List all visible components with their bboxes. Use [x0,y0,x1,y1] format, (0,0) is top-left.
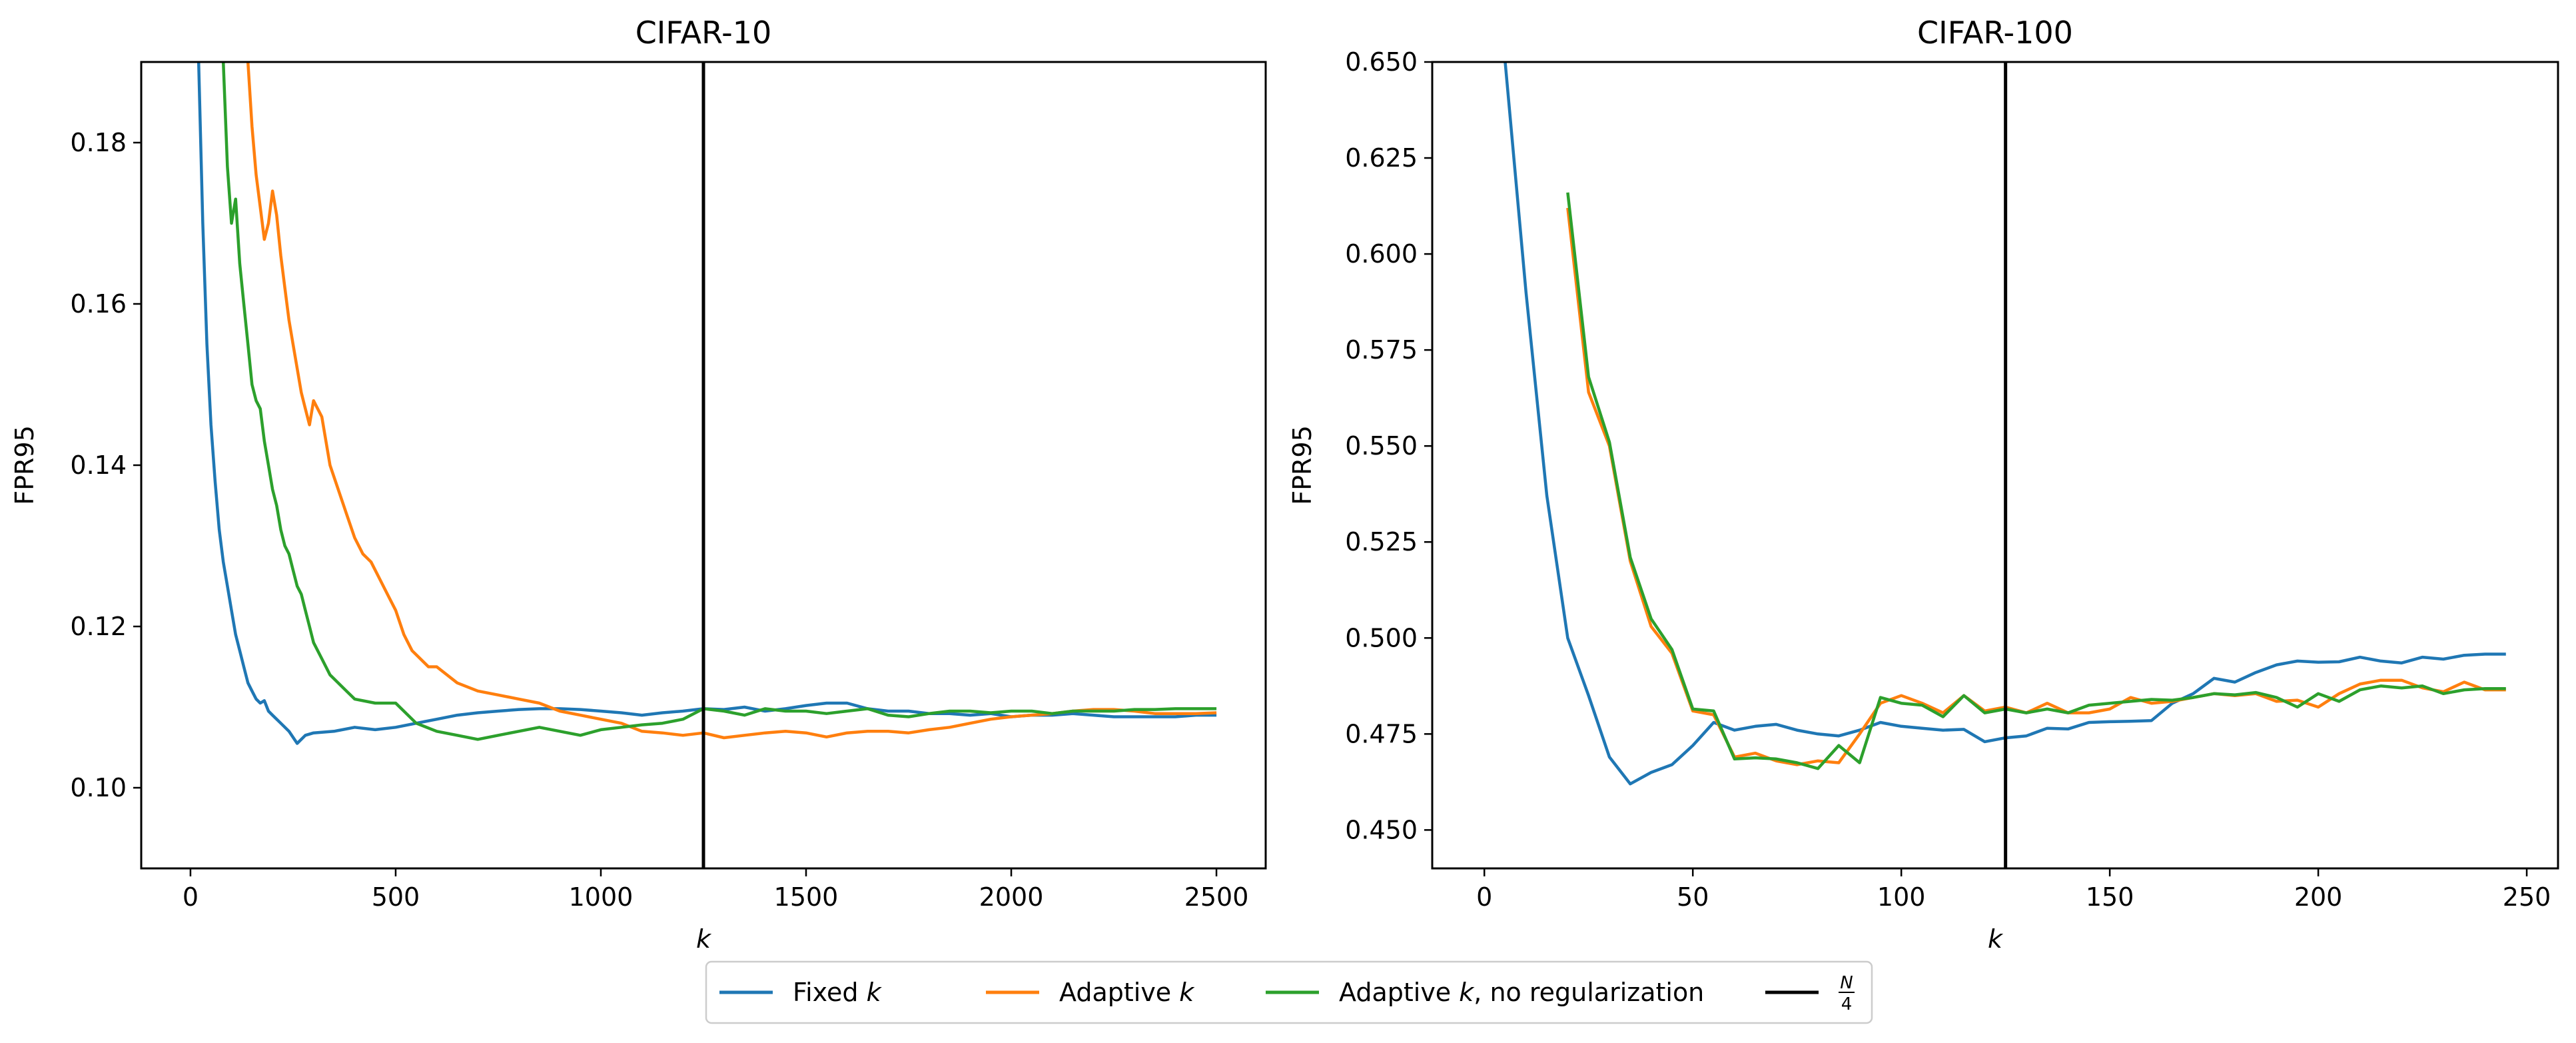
x-tick-label: 100 [1877,882,1926,912]
y-tick-label: 0.10 [70,773,127,802]
y-tick-label: 0.550 [1345,431,1418,461]
axes-title: CIFAR-10 [636,15,772,51]
x-tick-label: 200 [2294,882,2343,912]
x-axis-label: k [696,924,712,954]
x-tick-label: 500 [372,882,420,912]
cifar10-axes: 0 500 1000 1500 2000 2500 0.10 0.12 0.14 0.16 0.18… [10,15,1267,954]
cifar100-axes: 0 50 100 150 200 250 0.450 0.475 0.500 0.525 0.550… [1288,15,2559,954]
legend-label: Adaptive k [1059,978,1195,1007]
y-axis-label: FPR95 [10,425,39,505]
x-tick-label: 50 [1677,882,1709,912]
y-tick-label: 0.16 [70,289,127,319]
x-tick-label: 2500 [1184,882,1249,912]
y-tick-label: 0.12 [70,612,127,641]
y-tick-label: 0.575 [1345,335,1418,365]
y-tick-label: 0.500 [1345,623,1418,652]
legend-label: Adaptive k, no regularization [1339,978,1704,1007]
legend-label: N [1840,973,1853,993]
series-line-adaptive-k-no-regularization [221,62,1217,741]
series-line-adaptive-k-no-regularization [1566,192,2506,770]
x-tick-label: 1000 [569,882,634,912]
legend: Fixed k Adaptive k Adaptive k, no regulari… [705,960,1873,1024]
series-line-adaptive-k [246,62,1217,740]
y-tick-label: 0.525 [1345,527,1418,556]
y-tick-label: 0.18 [70,128,127,157]
axes-frame [1431,61,2559,870]
y-tick-label: 0.600 [1345,239,1418,269]
x-tick-label: 150 [2086,882,2134,912]
y-tick-label: 0.450 [1345,815,1418,844]
x-axis-label: k [1988,924,2004,954]
y-tick-label: 0.625 [1345,143,1418,173]
x-tick-label: 250 [2503,882,2551,912]
x-tick-label: 1500 [774,882,839,912]
x-tick-label: 2000 [979,882,1044,912]
y-tick-label: 0.475 [1345,719,1418,748]
legend-label: Fixed k [793,978,883,1007]
axes-title: CIFAR-100 [1917,15,2073,51]
y-tick-label: 0.14 [70,451,127,480]
y-tick-label: 0.650 [1345,47,1418,77]
y-axis-label: FPR95 [1288,425,1317,505]
x-tick-label: 0 [183,882,199,912]
legend-label: 4 [1841,994,1853,1014]
x-tick-label: 0 [1476,882,1492,912]
